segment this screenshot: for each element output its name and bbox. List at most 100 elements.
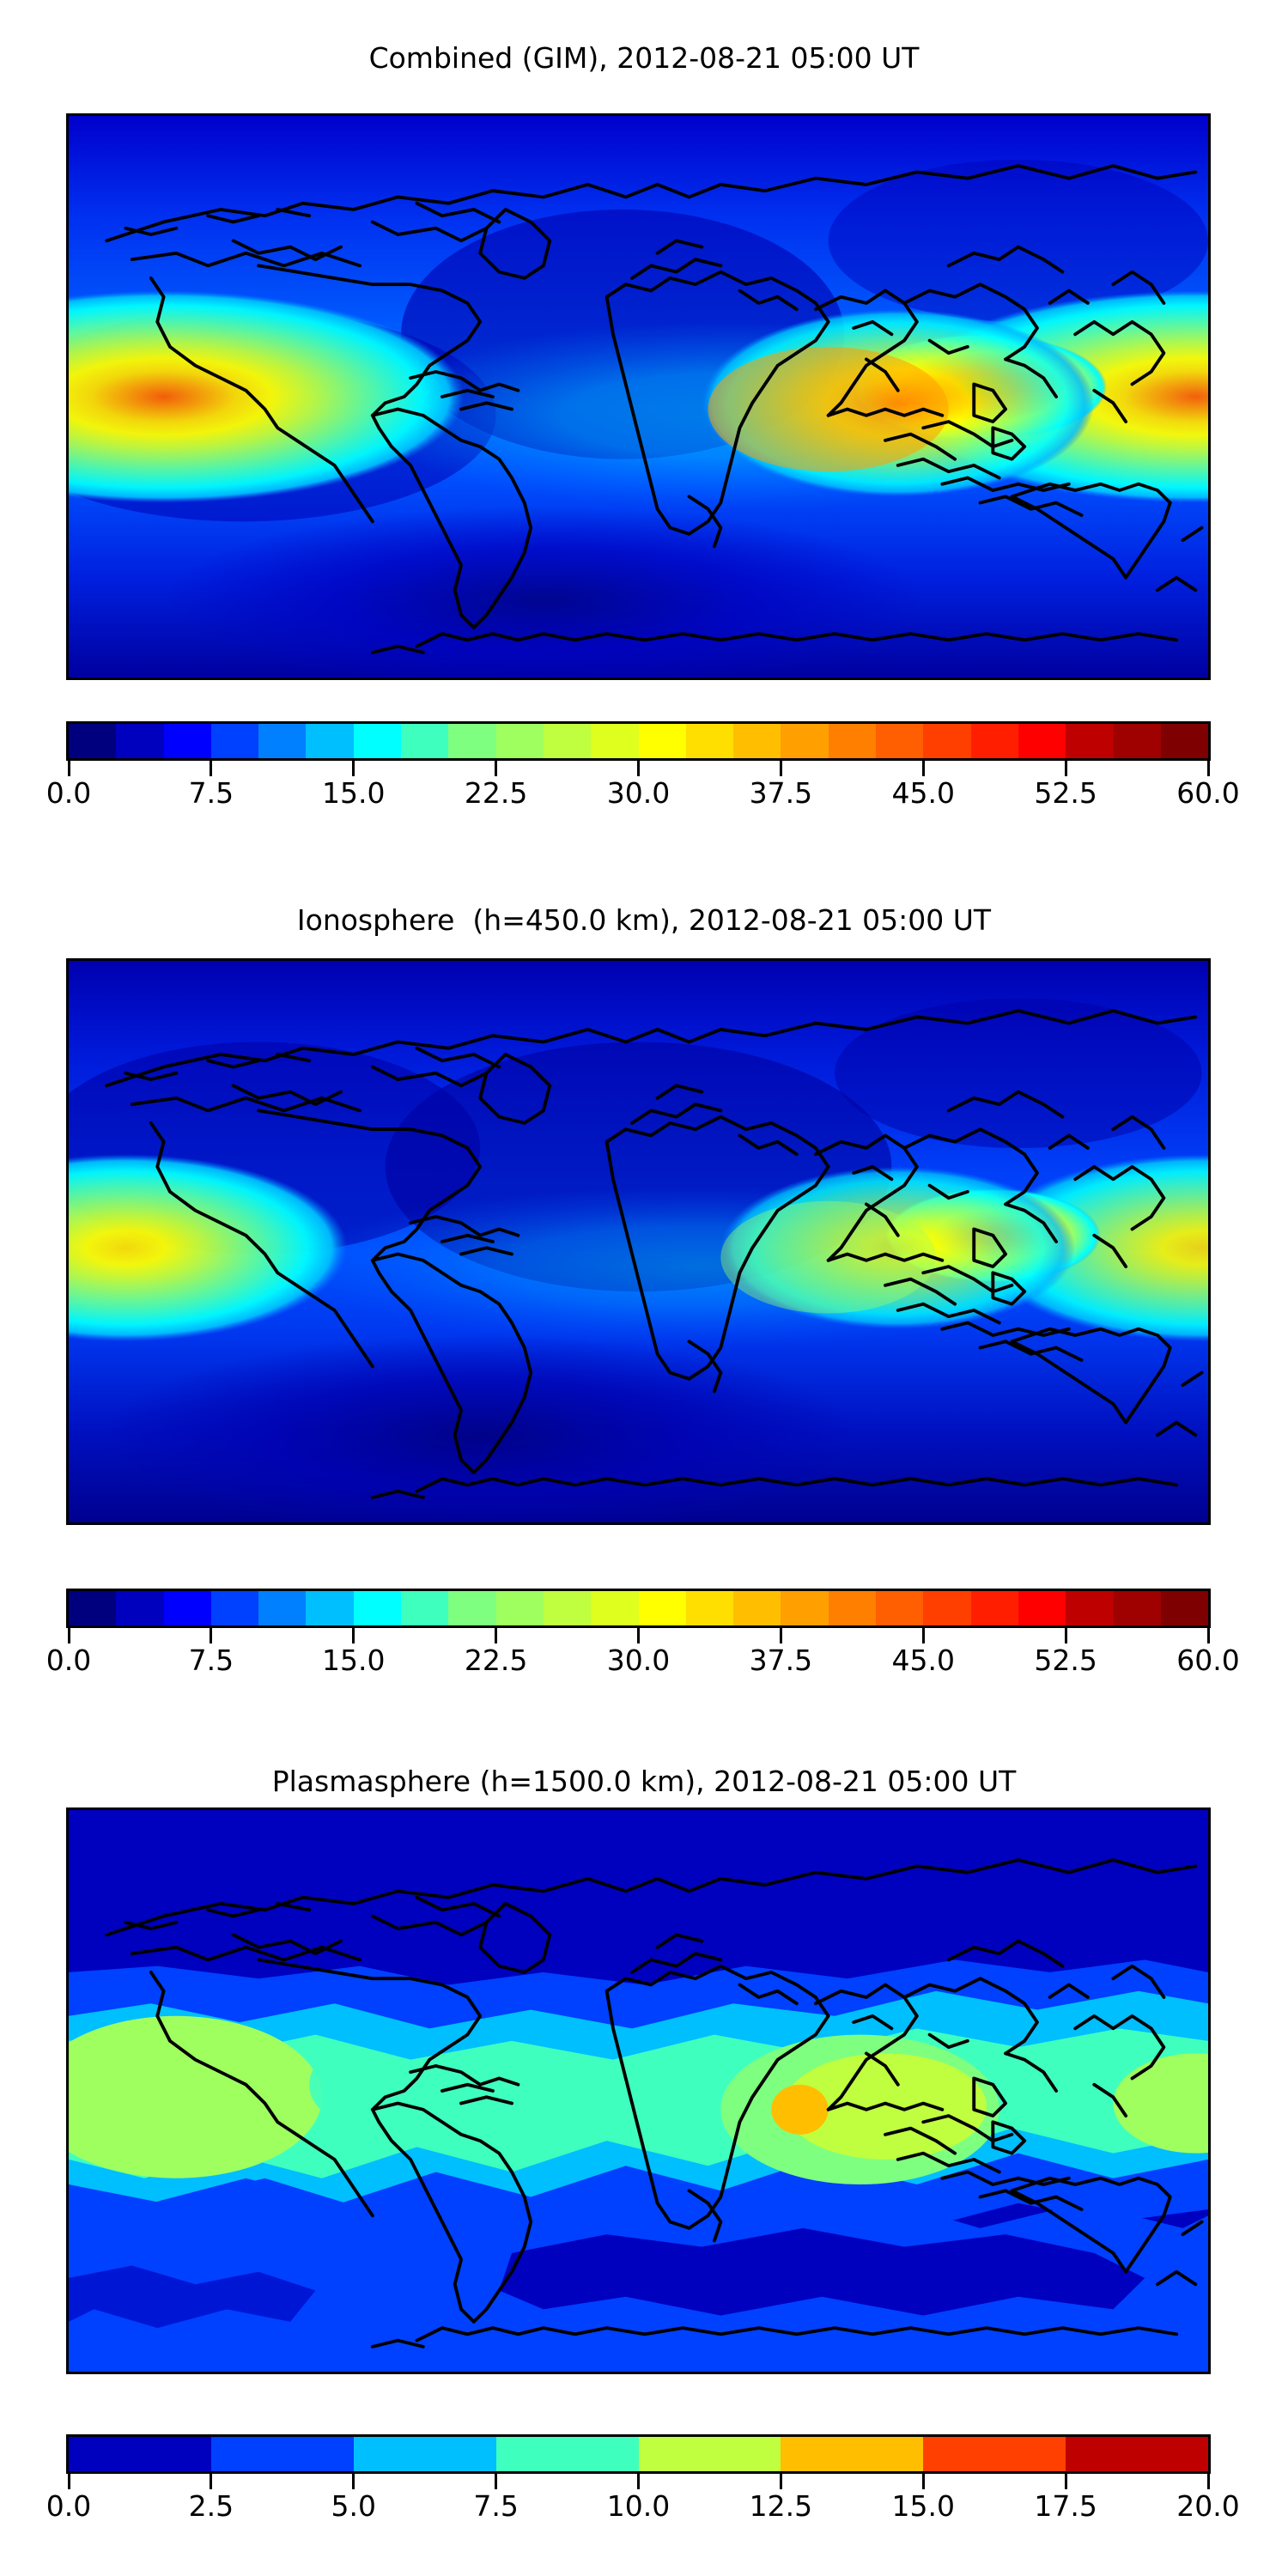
colorbar-tick-label-3: 22.5 xyxy=(464,1643,528,1677)
colorbar-band-23 xyxy=(1160,1591,1209,1625)
colorbar-ionosphere: 0.0 7.5 15.0 22.5 30.0 37.5 45.0 52.5 60.0 xyxy=(46,1589,1240,1683)
colorbar-tick-7 xyxy=(1064,761,1067,776)
colorbar-tick-label-7: 17.5 xyxy=(1034,2489,1097,2523)
colorbar-tick-label-5: 37.5 xyxy=(749,1643,813,1677)
colorbar-tick-4 xyxy=(637,1628,640,1643)
colorbar-ticks-plasmasphere xyxy=(66,2474,1211,2489)
colorbar-tick-2 xyxy=(352,1628,355,1643)
colorbar-tick-label-5: 37.5 xyxy=(749,776,813,810)
colorbar-tick-7 xyxy=(1064,1628,1067,1643)
colorbar-labels-plasmasphere: 0.0 2.5 5.0 7.5 10.0 12.5 15.0 17.5 20.0 xyxy=(46,2489,1240,2529)
colorbar-tick-label-7: 52.5 xyxy=(1034,1643,1097,1677)
colorbar-band-19 xyxy=(970,724,1018,758)
colorbar-band-5 xyxy=(306,724,354,758)
colorbar-tick-4 xyxy=(637,761,640,776)
colorbar-ticks-combined xyxy=(66,761,1211,776)
colorbar-tick-label-8: 60.0 xyxy=(1176,1643,1240,1677)
colorbar-tick-label-2: 5.0 xyxy=(331,2489,376,2523)
colorbar-band-22 xyxy=(1113,1591,1161,1625)
colorbar-band-1 xyxy=(116,724,164,758)
colorbar-band-18 xyxy=(923,1591,971,1625)
colorbar-tick-label-8: 20.0 xyxy=(1176,2489,1240,2523)
colorbar-band-7 xyxy=(401,1591,449,1625)
colorbar-band-4 xyxy=(258,1591,307,1625)
colorbar-tick-6 xyxy=(921,761,925,776)
colorbar-tick-1 xyxy=(210,761,213,776)
colorbar-tick-label-8: 60.0 xyxy=(1176,776,1240,810)
colorbar-tick-label-6: 45.0 xyxy=(891,776,955,810)
colorbar-tick-label-5: 12.5 xyxy=(749,2489,813,2523)
colorbar-tick-3 xyxy=(495,2474,498,2489)
colorbar-gradient-plasmasphere xyxy=(66,2434,1211,2474)
colorbar-tick-6 xyxy=(921,1628,925,1643)
colorbar-tick-5 xyxy=(779,761,782,776)
colorbar-band-14 xyxy=(733,724,781,758)
colorbar-tick-0 xyxy=(67,2474,70,2489)
colorbar-band-5 xyxy=(781,2437,924,2471)
colorbar-band-5 xyxy=(306,1591,354,1625)
colorbar-tick-3 xyxy=(495,1628,498,1643)
colorbar-band-8 xyxy=(448,724,496,758)
colorbar-band-8 xyxy=(448,1591,496,1625)
colorbar-tick-label-1: 2.5 xyxy=(188,2489,234,2523)
colorbar-band-1 xyxy=(116,1591,164,1625)
panel-plasmasphere: Plasmasphere (h=1500.0 km), 2012-08-21 0… xyxy=(0,1722,1288,2576)
colorbar-tick-7 xyxy=(1064,2474,1067,2489)
colorbar-tick-3 xyxy=(495,761,498,776)
colorbar-tick-label-0: 0.0 xyxy=(46,2489,92,2523)
colorbar-tick-label-7: 52.5 xyxy=(1034,776,1097,810)
colorbar-tick-5 xyxy=(779,1628,782,1643)
map-ionosphere xyxy=(66,958,1211,1525)
colorbar-gradient-combined xyxy=(66,721,1211,761)
colorbar-band-23 xyxy=(1160,724,1209,758)
colorbar-tick-label-1: 7.5 xyxy=(188,1643,234,1677)
colorbar-tick-8 xyxy=(1206,1628,1210,1643)
colorbar-band-11 xyxy=(591,1591,639,1625)
colorbar-tick-0 xyxy=(67,761,70,776)
colorbar-tick-2 xyxy=(352,761,355,776)
colorbar-band-12 xyxy=(638,724,686,758)
colorbar-band-3 xyxy=(210,724,259,758)
colorbar-tick-4 xyxy=(637,2474,640,2489)
colorbar-band-6 xyxy=(923,2437,1066,2471)
panel-ionosphere: Ionosphere (h=450.0 km), 2012-08-21 05:0… xyxy=(0,859,1288,1722)
colorbar-tick-label-4: 10.0 xyxy=(606,2489,671,2523)
colorbar-band-2 xyxy=(163,724,211,758)
colorbar-band-15 xyxy=(781,724,829,758)
panel-title-combined: Combined (GIM), 2012-08-21 05:00 UT xyxy=(368,41,920,75)
colorbar-gradient-ionosphere xyxy=(66,1589,1211,1628)
colorbar-band-17 xyxy=(876,1591,924,1625)
colorbar-tick-label-0: 0.0 xyxy=(46,1643,92,1677)
colorbar-band-4 xyxy=(258,724,307,758)
colorbar-tick-label-4: 30.0 xyxy=(606,1643,671,1677)
colorbar-tick-label-3: 22.5 xyxy=(464,776,528,810)
map-combined-gim xyxy=(66,113,1211,680)
colorbar-band-0 xyxy=(69,1591,117,1625)
colorbar-band-6 xyxy=(353,724,402,758)
colorbar-tick-label-0: 0.0 xyxy=(46,776,92,810)
colorbar-tick-label-1: 7.5 xyxy=(188,776,234,810)
colorbar-band-21 xyxy=(1066,1591,1114,1625)
colorbar-band-3 xyxy=(495,2437,639,2471)
colorbar-band-20 xyxy=(1018,724,1066,758)
colorbar-combined: 0.0 7.5 15.0 22.5 30.0 37.5 45.0 52.5 60.0 xyxy=(46,721,1240,816)
colorbar-tick-6 xyxy=(921,2474,925,2489)
map-svg-plasmasphere xyxy=(69,1810,1208,2372)
colorbar-band-14 xyxy=(733,1591,781,1625)
colorbar-tick-8 xyxy=(1206,761,1210,776)
colorbar-tick-label-6: 45.0 xyxy=(891,1643,955,1677)
map-plasmasphere xyxy=(66,1807,1211,2374)
colorbar-band-4 xyxy=(638,2437,781,2471)
colorbar-band-16 xyxy=(828,724,877,758)
colorbar-band-19 xyxy=(970,1591,1018,1625)
panel-combined-gim: Combined (GIM), 2012-08-21 05:00 UT xyxy=(0,0,1288,859)
colorbar-band-22 xyxy=(1113,724,1161,758)
colorbar-band-6 xyxy=(353,1591,402,1625)
colorbar-tick-5 xyxy=(779,2474,782,2489)
colorbar-band-9 xyxy=(495,724,544,758)
colorbar-tick-label-4: 30.0 xyxy=(606,776,671,810)
colorbar-tick-label-2: 15.0 xyxy=(322,1643,386,1677)
colorbar-tick-label-2: 15.0 xyxy=(322,776,386,810)
colorbar-band-16 xyxy=(828,1591,877,1625)
